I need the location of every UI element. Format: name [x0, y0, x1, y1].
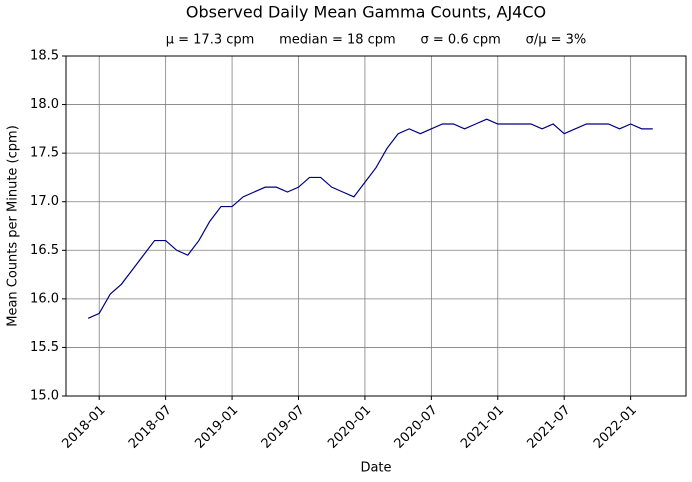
data-line: [87, 118, 653, 319]
y-tick-label: 17.5: [30, 146, 59, 161]
x-tick-label: 2020-07: [392, 403, 441, 452]
x-axis-label: Date: [360, 461, 391, 476]
x-tick-label: 2018-07: [126, 403, 175, 452]
y-tick-label: 15.0: [30, 389, 59, 404]
y-tick-label: 15.5: [30, 340, 59, 355]
y-axis-label: Mean Counts per Minute (cpm): [6, 125, 21, 327]
y-tick-label: 18.5: [30, 49, 59, 64]
x-tick-label: 2022-01: [591, 403, 640, 452]
chart-subtitle: μ = 17.3 cpm median = 18 cpm σ = 0.6 cpm…: [166, 33, 587, 48]
x-tick-label: 2020-01: [325, 403, 374, 452]
chart-title: Observed Daily Mean Gamma Counts, AJ4CO: [186, 3, 546, 22]
plot-frame: [65, 55, 687, 397]
y-tick-label: 16.5: [30, 243, 59, 258]
x-tick-label: 2021-07: [524, 403, 573, 452]
y-tick-label: 17.0: [30, 194, 59, 209]
x-tick-label: 2018-01: [59, 403, 108, 452]
y-tick-label: 16.0: [30, 291, 59, 306]
x-tick-label: 2019-07: [259, 403, 308, 452]
x-tick-label: 2019-01: [192, 403, 241, 452]
y-tick-label: 18.0: [30, 97, 59, 112]
x-tick-label: 2021-01: [458, 403, 507, 452]
